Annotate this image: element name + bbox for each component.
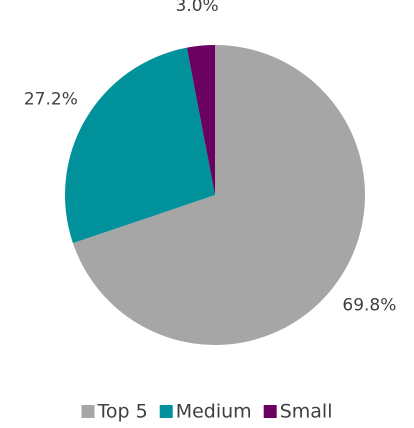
data-label: 3.0%	[176, 0, 219, 16]
legend-label: Small	[280, 401, 333, 423]
legend-swatch	[159, 405, 173, 418]
legend-label: Top 5	[97, 401, 148, 423]
legend-swatch	[263, 405, 277, 418]
pie-slice	[186, 45, 215, 195]
data-label: 69.8%	[342, 296, 396, 316]
legend-label: Medium	[176, 401, 252, 423]
pie-slice	[72, 45, 366, 345]
pie-slice	[65, 47, 215, 244]
data-label: 27.2%	[24, 89, 78, 109]
legend-swatch	[81, 405, 95, 418]
